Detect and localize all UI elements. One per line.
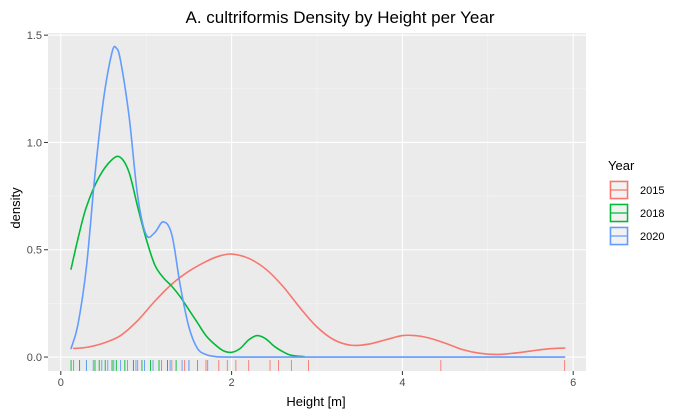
- y-axis-title: density: [8, 187, 23, 229]
- y-tick-label: 1.0: [27, 137, 42, 149]
- x-tick-label: 6: [570, 377, 576, 389]
- legend-label-2015: 2015: [640, 185, 664, 197]
- x-axis-ticks: 0 2 4 6: [58, 371, 576, 389]
- density-line-2015: [72, 253, 566, 356]
- y-axis-ticks: 0.0 0.5 1.0 1.5: [27, 30, 48, 364]
- density-line-2020: [70, 45, 566, 358]
- legend: Year 2015 2018 2020: [608, 158, 664, 246]
- y-tick-label: 1.5: [27, 30, 42, 42]
- x-axis-title: Height [m]: [286, 394, 345, 409]
- x-tick-label: 2: [229, 377, 235, 389]
- x-tick-label: 4: [399, 377, 405, 389]
- y-tick-label: 0.5: [27, 245, 42, 257]
- series-lines: [70, 45, 566, 358]
- legend-title: Year: [608, 158, 635, 173]
- y-tick-label: 0.0: [27, 352, 42, 364]
- rug-marks: [70, 360, 566, 371]
- density-line-2018: [70, 155, 305, 358]
- x-tick-label: 0: [58, 377, 64, 389]
- legend-label-2018: 2018: [640, 208, 664, 220]
- grid-minor: [48, 33, 586, 371]
- chart-title: A. cultriformis Density by Height per Ye…: [186, 8, 495, 27]
- legend-label-2020: 2020: [640, 231, 664, 243]
